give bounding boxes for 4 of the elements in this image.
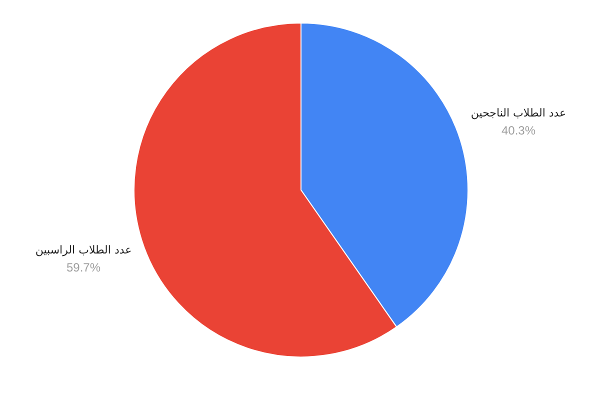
data-label: 40.3% [501, 124, 536, 138]
data-label: 59.7% [66, 260, 101, 274]
slice-label: عدد الطلاب الراسبين [35, 243, 132, 256]
slice-label: عدد الطلاب الناجحين [470, 106, 566, 120]
